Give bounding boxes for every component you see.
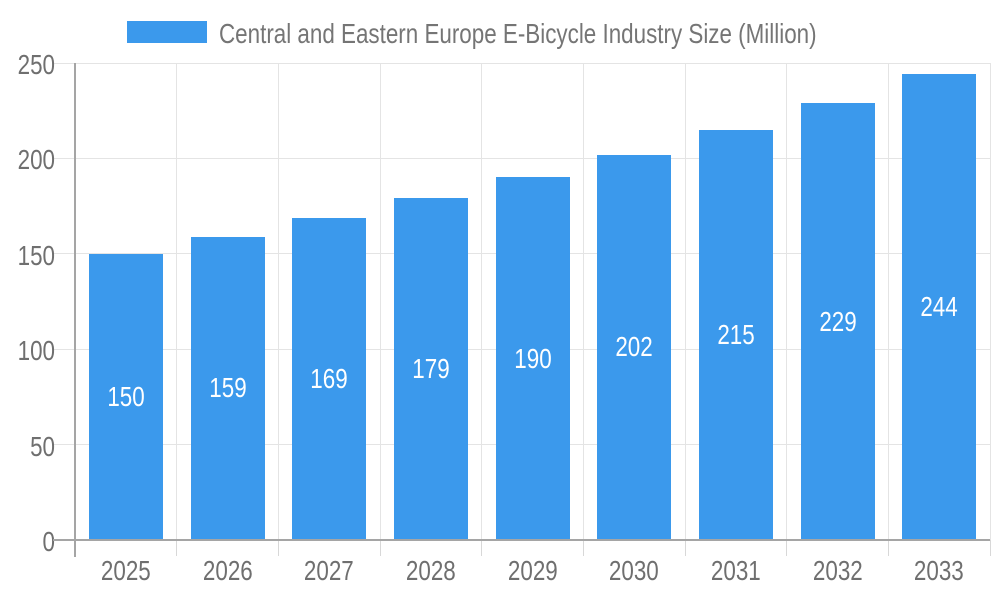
y-tick-label: 200 <box>17 144 55 176</box>
x-tick-label: 2028 <box>405 555 456 586</box>
x-tick-label: 2031 <box>710 555 761 586</box>
gridline-vertical <box>176 63 178 540</box>
bar-2028[interactable] <box>393 198 468 539</box>
gridline-horizontal <box>53 62 990 64</box>
y-axis-line <box>74 63 76 557</box>
x-axis-tick <box>684 540 686 556</box>
x-tick-label: 2027 <box>304 555 355 586</box>
gridline-vertical <box>786 63 788 540</box>
bar-2027[interactable] <box>292 217 367 539</box>
gridline-vertical <box>481 63 483 540</box>
gridline-vertical <box>277 63 279 540</box>
bar-2029[interactable] <box>495 177 570 539</box>
gridline-vertical <box>684 63 686 540</box>
y-tick-label: 250 <box>17 49 55 80</box>
y-tick-label: 0 <box>42 526 55 557</box>
bar-2025[interactable] <box>88 253 163 539</box>
legend-label: Central and Eastern Europe E-Bicycle Ind… <box>219 17 817 49</box>
x-tick-label: 2033 <box>914 555 965 586</box>
legend[interactable]: Central and Eastern Europe E-Bicycle Ind… <box>127 17 966 49</box>
bar-2030[interactable] <box>597 154 672 539</box>
gridline-horizontal <box>53 157 990 159</box>
bar-2032[interactable] <box>800 103 875 539</box>
y-tick-label: 50 <box>30 430 55 462</box>
gridline-vertical <box>989 63 991 540</box>
x-axis-tick <box>277 540 279 556</box>
gridline-vertical <box>379 63 381 540</box>
x-axis-tick <box>176 540 178 556</box>
x-axis-tick <box>481 540 483 556</box>
x-axis-tick <box>379 540 381 556</box>
gridline-vertical <box>582 63 584 540</box>
bar-2026[interactable] <box>190 236 265 539</box>
x-tick-label: 2030 <box>609 555 660 586</box>
x-axis-tick <box>786 540 788 556</box>
bar-2033[interactable] <box>902 74 977 539</box>
x-axis-line <box>53 539 990 541</box>
bar-2031[interactable] <box>698 129 773 539</box>
x-tick-label: 2029 <box>507 555 558 586</box>
x-tick-label: 2025 <box>100 555 151 586</box>
x-tick-label: 2026 <box>202 555 253 586</box>
y-tick-label: 100 <box>17 335 55 367</box>
x-axis-tick <box>887 540 889 556</box>
legend-swatch-icon[interactable] <box>127 20 207 43</box>
x-axis-tick <box>989 540 991 556</box>
x-axis-tick <box>582 540 584 556</box>
gridline-vertical <box>887 63 889 540</box>
y-tick-label: 150 <box>17 239 55 271</box>
plot-area: 150 159 169 179 190 202 215 229 244 <box>53 62 991 556</box>
x-tick-label: 2032 <box>812 555 863 586</box>
